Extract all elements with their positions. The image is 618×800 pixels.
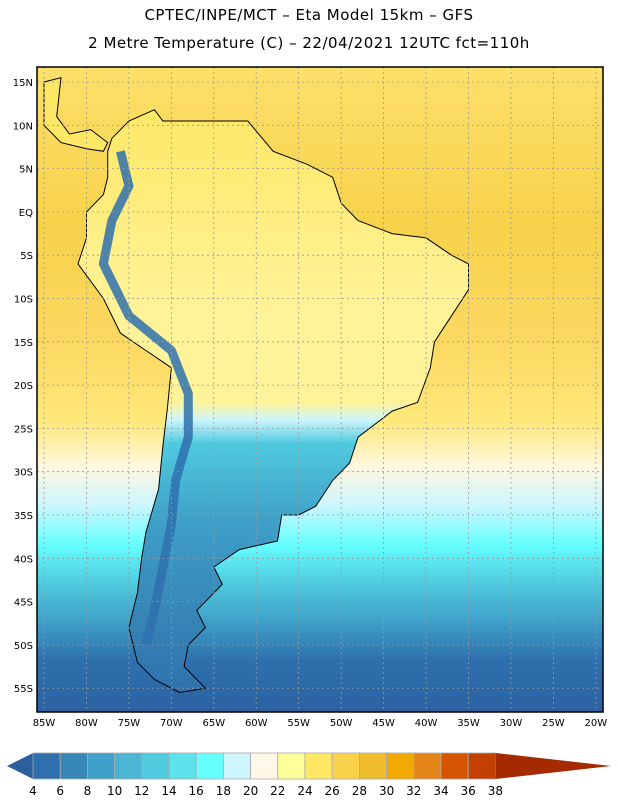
colorbar-label: 16 — [189, 784, 204, 798]
longitude-label: 70W — [160, 718, 183, 729]
colorbar-swatch — [386, 752, 415, 780]
longitude-label: 85W — [33, 718, 56, 729]
latitude-label: 15N — [13, 78, 33, 89]
colorbar-swatch — [32, 752, 61, 780]
longitude-labels: 85W 80W 75W 70W 65W 60W 55W 50W 45W 40W 35W 30W 25W 2… — [33, 718, 608, 729]
latitude-label: 30S — [14, 468, 33, 479]
central-america-landmass — [43, 77, 109, 152]
longitude-label: 30W — [500, 718, 523, 729]
longitude-label: 40W — [415, 718, 438, 729]
colorbar-over-arrow — [495, 753, 611, 779]
colorbar-swatch — [87, 752, 116, 780]
colorbar-swatch — [277, 752, 306, 780]
colorbar-label: 26 — [325, 784, 340, 798]
colorbar-swatch — [331, 752, 360, 780]
latitude-label: 5N — [19, 165, 33, 176]
colorbar-swatch — [467, 752, 496, 780]
latitude-label: 5S — [20, 251, 33, 262]
latitude-label: 20S — [14, 381, 33, 392]
colorbar-label: 34 — [433, 784, 448, 798]
latitude-label: 25S — [14, 424, 33, 435]
longitude-label: 60W — [245, 718, 268, 729]
longitude-label: 25W — [542, 718, 565, 729]
colorbar-label: 20 — [243, 784, 258, 798]
grid-lines — [37, 67, 603, 712]
latitude-label: 40S — [14, 554, 33, 565]
colorbar-under-arrow — [7, 753, 33, 779]
longitude-label: 75W — [118, 718, 141, 729]
colorbar-swatch — [440, 752, 469, 780]
latitude-label: 55S — [14, 684, 33, 695]
colorbar-swatch — [304, 752, 333, 780]
colorbar-label: 14 — [161, 784, 176, 798]
andes-cold-zone — [98, 150, 193, 646]
colorbar-swatch — [413, 752, 442, 780]
colorbar-label: 12 — [134, 784, 149, 798]
colorbar-swatch — [195, 752, 224, 780]
longitude-label: 50W — [330, 718, 353, 729]
colorbar-label: 4 — [29, 784, 37, 798]
latitude-label: EQ — [19, 208, 33, 219]
latitude-label: 50S — [14, 641, 33, 652]
title-line-1: CPTEC/INPE/MCT – Eta Model 15km – GFS — [144, 6, 474, 24]
colorbar-label: 10 — [107, 784, 122, 798]
colorbar-swatch — [59, 752, 88, 780]
latitude-label: 15S — [14, 338, 33, 349]
longitude-label: 20W — [585, 718, 608, 729]
latitude-label: 45S — [14, 598, 33, 609]
colorbar-label: 36 — [461, 784, 476, 798]
title-line-2: 2 Metre Temperature (C) – 22/04/2021 12U… — [88, 34, 530, 52]
colorbar-label: 24 — [297, 784, 312, 798]
longitude-label: 65W — [202, 718, 225, 729]
latitude-label: 10N — [13, 121, 33, 132]
colorbar-label: 38 — [488, 784, 503, 798]
colorbar-label: 32 — [406, 784, 421, 798]
longitude-label: 45W — [372, 718, 395, 729]
colorbar-swatch — [168, 752, 197, 780]
map-frame — [36, 66, 604, 713]
colorbar-swatch — [141, 752, 170, 780]
longitude-label: 55W — [287, 718, 310, 729]
colorbar-label: 6 — [56, 784, 64, 798]
colorbar-label: 8 — [84, 784, 92, 798]
longitude-label: 80W — [75, 718, 98, 729]
colorbar-swatch — [250, 752, 279, 780]
latitude-label: 10S — [14, 295, 33, 306]
colorbar: 4 6 8 10 12 14 16 18 20 22 24 26 28 30 32 34 36 38 — [7, 752, 611, 798]
latitude-labels: 15N 10N 5N EQ 5S 10S 15S 20S 25S 30S 35S 40S 45S 50S 5… — [13, 78, 33, 695]
colorbar-label: 28 — [352, 784, 367, 798]
latitude-label: 35S — [14, 511, 33, 522]
colorbar-swatch — [114, 752, 143, 780]
colorbar-swatch — [222, 752, 251, 780]
colorbar-label: 18 — [216, 784, 231, 798]
south-america-landmass — [77, 109, 469, 694]
colorbar-label: 30 — [379, 784, 394, 798]
longitude-label: 35W — [457, 718, 480, 729]
colorbar-label: 22 — [270, 784, 285, 798]
colorbar-swatch — [358, 752, 387, 780]
